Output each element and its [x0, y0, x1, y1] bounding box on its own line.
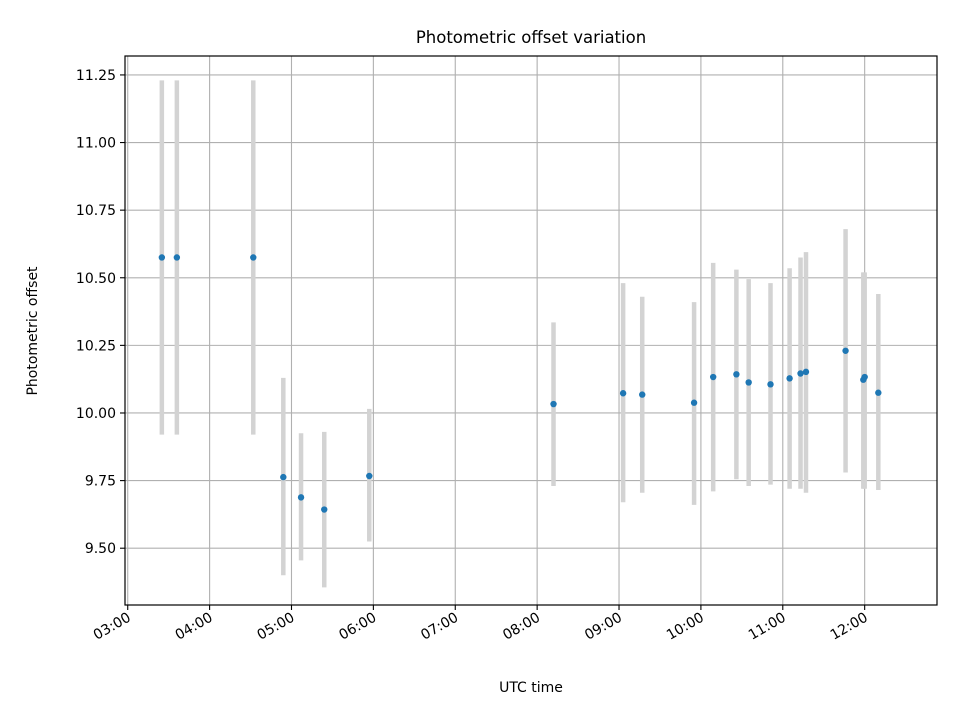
- y-tick-label: 11.00: [76, 136, 116, 152]
- y-tick-label: 10.50: [76, 271, 116, 287]
- data-point: [366, 472, 373, 480]
- y-tick-label: 11.25: [76, 68, 116, 84]
- data-point: [550, 400, 557, 408]
- data-point: [797, 370, 804, 377]
- y-tick-label: 9.50: [85, 541, 116, 557]
- data-point: [173, 254, 181, 261]
- y-axis-ticks: 9.50 9.75 10.00 10.25 10.50 10.75 11.00 11.25: [76, 68, 125, 557]
- y-tick-label: 10.00: [76, 406, 116, 422]
- data-point: [842, 347, 849, 354]
- data-point: [733, 371, 740, 378]
- data-point: [745, 379, 752, 386]
- data-point: [861, 373, 868, 381]
- data-point: [802, 368, 810, 376]
- y-tick-label: 10.25: [76, 338, 116, 354]
- y-tick-label: 10.75: [76, 203, 116, 219]
- data-points: [158, 254, 882, 513]
- data-point: [875, 389, 882, 396]
- data-point: [690, 399, 698, 406]
- y-axis-label: Photometric offset: [25, 266, 41, 396]
- data-point: [709, 373, 717, 381]
- x-axis-label: UTC time: [499, 680, 563, 696]
- chart-title: Photometric offset variation: [416, 28, 646, 47]
- data-point: [321, 506, 328, 513]
- data-point: [767, 381, 774, 388]
- data-point: [297, 494, 305, 501]
- data-point: [639, 391, 646, 398]
- data-point: [619, 390, 627, 397]
- data-point: [280, 473, 287, 481]
- data-point: [158, 254, 166, 261]
- data-point: [250, 254, 257, 261]
- plot-frame: [124, 55, 938, 606]
- data-point: [786, 375, 793, 382]
- y-tick-label: 9.75: [85, 474, 116, 490]
